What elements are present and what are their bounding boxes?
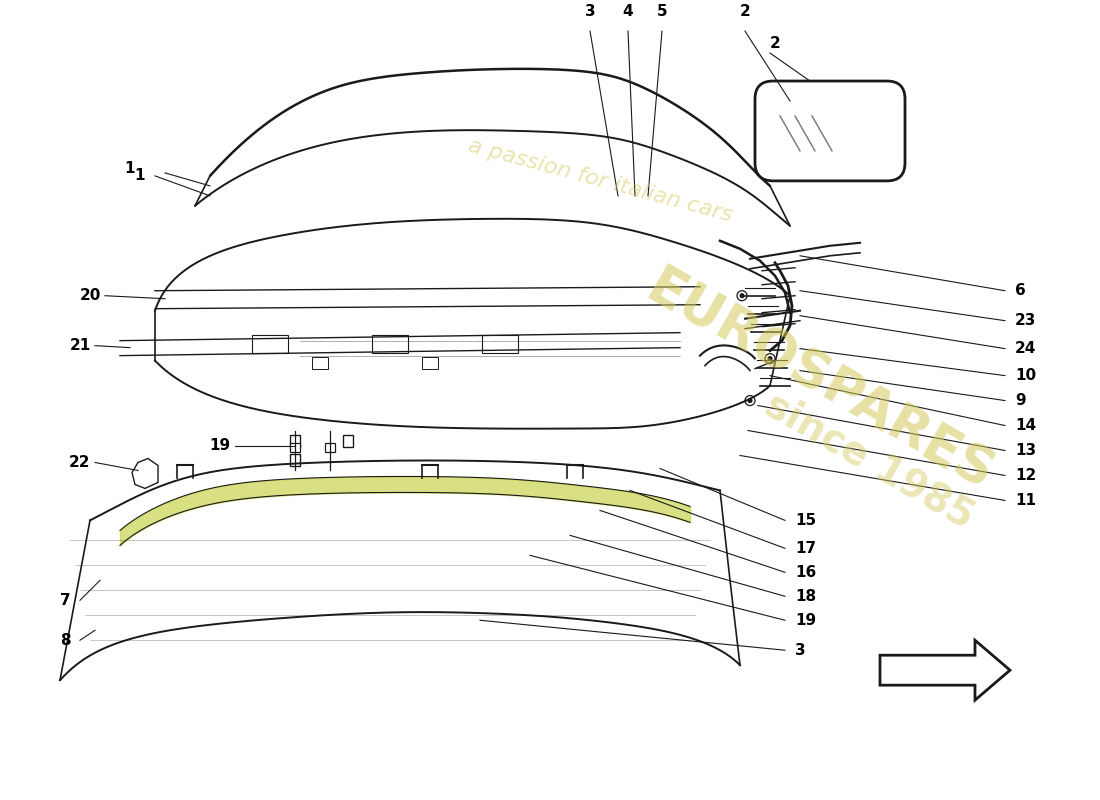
Circle shape bbox=[740, 294, 744, 298]
Text: 11: 11 bbox=[1015, 493, 1036, 508]
Text: 21: 21 bbox=[69, 338, 90, 353]
Bar bbox=[324, 442, 336, 453]
Text: 2: 2 bbox=[739, 4, 750, 19]
Polygon shape bbox=[132, 458, 158, 489]
Text: 10: 10 bbox=[1015, 368, 1036, 383]
Text: 1: 1 bbox=[124, 162, 135, 177]
Text: 4: 4 bbox=[623, 4, 634, 19]
Text: 14: 14 bbox=[1015, 418, 1036, 433]
Text: 8: 8 bbox=[59, 633, 70, 648]
Text: 18: 18 bbox=[795, 589, 816, 604]
Text: 2: 2 bbox=[770, 35, 780, 50]
Text: 16: 16 bbox=[795, 565, 816, 580]
Bar bbox=[482, 334, 518, 353]
Text: 6: 6 bbox=[1015, 283, 1025, 298]
Text: EUROSPARES: EUROSPARES bbox=[637, 260, 1002, 501]
Bar bbox=[252, 334, 288, 353]
Text: 13: 13 bbox=[1015, 443, 1036, 458]
Text: 12: 12 bbox=[1015, 468, 1036, 483]
Text: 24: 24 bbox=[1015, 341, 1036, 356]
Text: 23: 23 bbox=[1015, 313, 1036, 328]
Text: 1: 1 bbox=[134, 168, 145, 183]
Text: 9: 9 bbox=[1015, 393, 1025, 408]
Text: 15: 15 bbox=[795, 513, 816, 528]
Circle shape bbox=[768, 357, 772, 361]
Text: 3: 3 bbox=[585, 4, 595, 19]
Text: 3: 3 bbox=[795, 642, 805, 658]
Bar bbox=[290, 434, 300, 446]
Text: 17: 17 bbox=[795, 541, 816, 556]
Circle shape bbox=[748, 398, 752, 402]
Text: a passion for italian cars: a passion for italian cars bbox=[465, 136, 735, 226]
Text: 22: 22 bbox=[69, 455, 90, 470]
Text: since 1985: since 1985 bbox=[759, 386, 981, 536]
Text: 5: 5 bbox=[657, 4, 668, 19]
Bar bbox=[372, 334, 408, 353]
Text: 19: 19 bbox=[209, 438, 231, 453]
Bar bbox=[343, 434, 353, 446]
Text: 7: 7 bbox=[59, 593, 70, 608]
Bar bbox=[290, 454, 300, 466]
FancyBboxPatch shape bbox=[755, 81, 905, 181]
Bar bbox=[422, 357, 438, 369]
Bar bbox=[312, 357, 328, 369]
Text: 20: 20 bbox=[79, 288, 101, 303]
Text: 19: 19 bbox=[795, 613, 816, 628]
Bar bbox=[290, 442, 300, 453]
Polygon shape bbox=[880, 640, 1010, 700]
